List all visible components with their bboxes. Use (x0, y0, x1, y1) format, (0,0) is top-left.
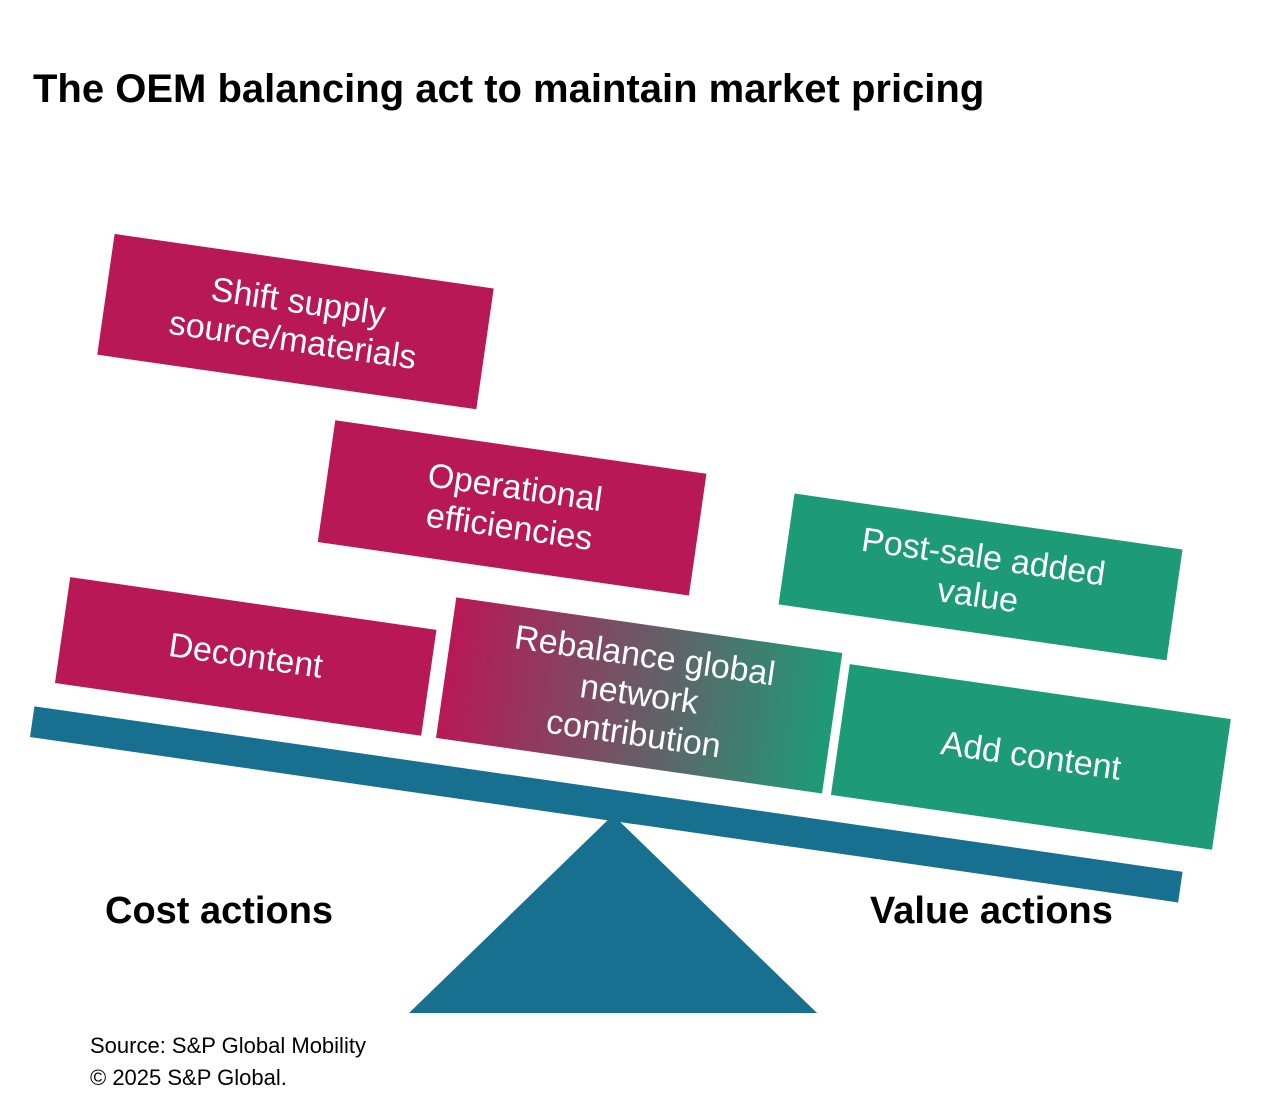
fulcrum-triangle (409, 815, 817, 1013)
box-operational-efficiencies: Operational efficiencies (317, 420, 707, 596)
seesaw-group: Shift supply source/materials Operationa… (30, 188, 1257, 903)
source-note: Source: S&P Global Mobility (90, 1033, 366, 1058)
box-add-content: Add content (830, 664, 1231, 850)
page-title: The OEM balancing act to maintain market… (33, 66, 985, 111)
box-decontent: Decontent (54, 577, 437, 736)
box-post-sale-added-value: Post-sale added value (778, 493, 1183, 661)
copyright-note: © 2025 S&P Global. (90, 1064, 287, 1090)
box-shift-supply: Shift supply source/materials (97, 233, 494, 410)
box-rebalance-global-network: Rebalance global network contribution (436, 597, 843, 794)
cost-actions-label: Cost actions (105, 890, 334, 932)
value-actions-label: Value actions (870, 890, 1113, 932)
footer: Source: S&P Global Mobility © 2025 S&P G… (90, 1030, 366, 1094)
